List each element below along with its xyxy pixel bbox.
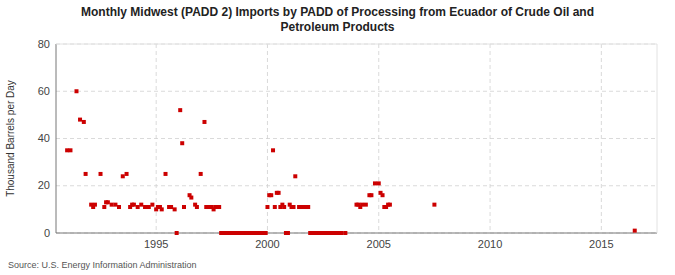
point bbox=[381, 193, 385, 197]
point bbox=[282, 205, 286, 209]
point bbox=[199, 172, 203, 176]
point bbox=[265, 205, 269, 209]
point bbox=[102, 205, 106, 209]
y-tick-label: 40 bbox=[38, 132, 50, 144]
point bbox=[143, 205, 147, 209]
point bbox=[369, 193, 373, 197]
point bbox=[292, 205, 296, 209]
point bbox=[110, 203, 114, 207]
point bbox=[164, 172, 168, 176]
point bbox=[132, 203, 136, 207]
point bbox=[388, 203, 392, 207]
y-tick-label: 60 bbox=[38, 85, 50, 97]
y-grid-line bbox=[56, 233, 657, 234]
point bbox=[136, 205, 140, 209]
point bbox=[633, 229, 637, 233]
point bbox=[373, 181, 377, 185]
point bbox=[271, 148, 275, 152]
source-note: Source: U.S. Energy Information Administ… bbox=[8, 260, 197, 270]
point bbox=[293, 174, 297, 178]
point bbox=[182, 205, 186, 209]
point bbox=[264, 231, 268, 235]
title: Monthly Midwest (PADD 2) Imports by PADD… bbox=[81, 5, 594, 34]
x-tick-label: 2010 bbox=[478, 238, 502, 250]
point bbox=[113, 203, 117, 207]
point bbox=[84, 172, 88, 176]
point bbox=[78, 118, 82, 122]
x-tick-label: 1995 bbox=[144, 238, 168, 250]
point bbox=[432, 203, 436, 207]
point bbox=[139, 203, 143, 207]
y-grid-line bbox=[56, 91, 657, 92]
grid bbox=[56, 44, 657, 233]
x-grid-line bbox=[378, 44, 379, 233]
point bbox=[202, 120, 206, 124]
point bbox=[125, 172, 129, 176]
point bbox=[189, 196, 193, 200]
plot-frame-right bbox=[657, 44, 658, 233]
x-tick-label: 2005 bbox=[367, 238, 391, 250]
point bbox=[82, 120, 86, 124]
point bbox=[277, 191, 281, 195]
point bbox=[377, 181, 381, 185]
chart: Monthly Midwest (PADD 2) Imports by PADD… bbox=[0, 0, 675, 275]
point bbox=[273, 205, 277, 209]
point bbox=[340, 231, 344, 235]
point bbox=[217, 205, 221, 209]
y-tick-label: 20 bbox=[38, 179, 50, 191]
point bbox=[169, 205, 173, 209]
y-tick-label: 0 bbox=[44, 227, 50, 239]
plot-area bbox=[56, 44, 657, 233]
point bbox=[74, 89, 78, 93]
point bbox=[178, 108, 182, 112]
y-tick-label: 80 bbox=[38, 38, 50, 50]
point bbox=[175, 231, 179, 235]
point bbox=[160, 207, 164, 211]
point bbox=[195, 205, 199, 209]
point bbox=[93, 203, 97, 207]
point bbox=[106, 200, 110, 204]
point bbox=[269, 193, 273, 197]
point bbox=[68, 148, 72, 152]
y-grid-line bbox=[56, 138, 657, 139]
point bbox=[343, 231, 347, 235]
point bbox=[150, 203, 154, 207]
point bbox=[117, 205, 121, 209]
y-axis-label: Thousand Barrels per Day bbox=[5, 80, 16, 197]
plot-frame-top bbox=[56, 44, 657, 45]
title-line: Monthly Midwest (PADD 2) Imports by PADD… bbox=[81, 5, 594, 19]
x-grid-line bbox=[267, 44, 268, 233]
point bbox=[180, 141, 184, 145]
title-line: Petroleum Products bbox=[280, 20, 394, 34]
x-grid-line bbox=[490, 44, 491, 233]
point bbox=[121, 174, 125, 178]
y-grid-line bbox=[56, 185, 657, 186]
point bbox=[99, 172, 103, 176]
x-tick-label: 2000 bbox=[255, 238, 279, 250]
point bbox=[286, 231, 290, 235]
point bbox=[306, 205, 310, 209]
points bbox=[65, 89, 637, 235]
point bbox=[173, 207, 177, 211]
point bbox=[147, 205, 151, 209]
point bbox=[364, 203, 368, 207]
x-axis-line bbox=[56, 233, 657, 234]
y-grid-line bbox=[56, 44, 657, 45]
point bbox=[360, 203, 364, 207]
y-axis-line bbox=[56, 44, 57, 233]
x-tick-label: 2015 bbox=[589, 238, 613, 250]
x-grid-line bbox=[601, 44, 602, 233]
x-grid-line bbox=[156, 44, 157, 233]
